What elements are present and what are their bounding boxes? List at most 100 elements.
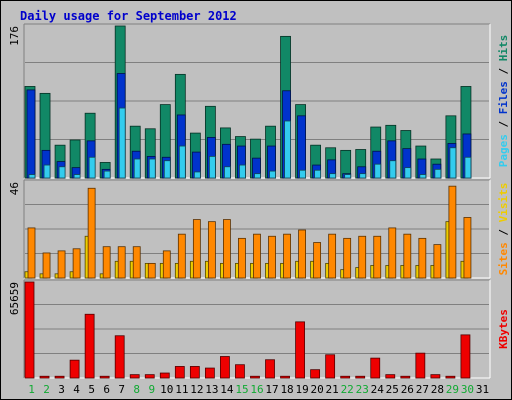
bar-pages-day-30: [464, 156, 472, 179]
bar-sites-day-16: [253, 233, 261, 279]
bar-pages-day-4: [73, 174, 81, 179]
day-label-2: 2: [43, 383, 50, 396]
bar-kbytes-day-1: [24, 281, 35, 379]
bar-sites-day-26: [403, 233, 412, 279]
day-label-10: 10: [160, 383, 173, 396]
bar-pages-day-17: [269, 170, 276, 179]
bar-pages-day-1: [28, 174, 36, 179]
bar-sites-day-4: [72, 248, 81, 279]
day-label-17: 17: [265, 383, 278, 396]
legend-item-visits: Visits: [497, 183, 510, 223]
bar-pages-day-20: [314, 169, 322, 179]
bar-sites-day-5: [87, 187, 96, 279]
bar-sites-day-27: [418, 237, 427, 279]
day-label-1: 1: [28, 383, 35, 396]
bar-kbytes-day-16: [250, 375, 260, 379]
bar-kbytes-day-6: [99, 375, 110, 379]
bar-pages-day-5: [88, 156, 96, 179]
bar-kbytes-day-23: [355, 375, 366, 379]
bar-sites-day-13: [207, 221, 216, 279]
bar-sites-day-22: [343, 237, 352, 279]
bar-kbytes-day-24: [370, 357, 381, 379]
bar-sites-day-21: [328, 233, 337, 279]
day-label-27: 27: [416, 383, 429, 396]
bar-pages-day-27: [419, 174, 427, 179]
bar-pages-day-28: [434, 168, 442, 179]
bar-kbytes-day-3: [54, 375, 65, 379]
bar-kbytes-day-29: [445, 375, 456, 379]
bar-sites-day-7: [117, 246, 126, 279]
bar-pages-day-14: [224, 166, 231, 179]
bar-kbytes-day-18: [280, 375, 290, 379]
bar-sites-day-10: [162, 250, 171, 279]
bar-kbytes-day-2: [39, 375, 50, 379]
day-label-11: 11: [175, 383, 188, 396]
legend-separator: /: [497, 114, 510, 134]
legend-item-sites: Sites: [497, 242, 510, 275]
bar-sites-day-14: [223, 219, 231, 279]
bar-pages-day-3: [58, 166, 66, 179]
bar-sites-day-19: [298, 229, 306, 279]
bar-kbytes-day-17: [265, 359, 275, 379]
bar-sites-day-23: [358, 235, 367, 279]
bar-sites-day-6: [102, 246, 111, 279]
bar-kbytes-day-26: [400, 375, 411, 379]
bar-pages-day-6: [103, 170, 111, 179]
day-label-18: 18: [280, 383, 293, 396]
day-label-23: 23: [356, 383, 369, 396]
legend-item-kbytes: KBytes: [497, 309, 510, 349]
legend-item-pages: Pages: [497, 134, 510, 167]
bar-pages-day-25: [389, 160, 397, 179]
y-max-label: 65659: [8, 282, 21, 315]
day-label-4: 4: [73, 383, 80, 396]
day-label-16: 16: [250, 383, 263, 396]
bar-kbytes-day-9: [144, 374, 155, 379]
bar-kbytes-day-22: [340, 375, 351, 379]
bar-pages-day-7: [118, 107, 126, 179]
day-label-5: 5: [88, 383, 95, 396]
day-label-25: 25: [386, 383, 399, 396]
bar-kbytes-day-7: [114, 335, 125, 379]
bar-sites-day-29: [448, 185, 457, 279]
bar-kbytes-day-10: [159, 372, 170, 379]
legend-separator: /: [497, 61, 510, 81]
bar-pages-day-10: [163, 160, 171, 179]
bar-kbytes-day-4: [69, 359, 80, 379]
bar-sites-day-30: [463, 217, 472, 279]
day-label-12: 12: [190, 383, 203, 396]
y-max-label: 176: [8, 26, 21, 46]
bar-sites-day-1: [27, 227, 36, 279]
bar-pages-day-19: [299, 169, 306, 179]
bar-files-day-19: [297, 115, 306, 179]
day-label-7: 7: [118, 383, 125, 396]
bar-pages-day-12: [193, 171, 201, 179]
day-label-14: 14: [220, 383, 234, 396]
bar-sites-day-24: [373, 235, 382, 279]
bar-sites-day-11: [177, 233, 186, 279]
y-max-label: 46: [8, 182, 21, 195]
bar-kbytes-day-11: [174, 366, 185, 379]
bar-pages-day-8: [133, 158, 141, 179]
bar-kbytes-day-8: [129, 374, 140, 379]
bar-pages-day-18: [284, 120, 291, 179]
day-label-31: 31: [476, 383, 489, 396]
bar-pages-day-24: [374, 163, 382, 179]
day-label-30: 30: [461, 383, 474, 396]
bar-pages-day-21: [329, 173, 337, 179]
bar-kbytes-day-28: [430, 374, 441, 379]
bar-sites-day-17: [268, 235, 276, 279]
bar-kbytes-day-12: [189, 366, 200, 379]
bar-pages-day-9: [148, 158, 156, 179]
day-label-21: 21: [326, 383, 339, 396]
bar-kbytes-day-13: [204, 367, 215, 379]
legend-item-hits: Hits: [497, 35, 510, 62]
bar-sites-day-15: [238, 237, 246, 279]
bar-sites-day-25: [388, 227, 397, 279]
bar-sites-day-3: [57, 250, 66, 279]
bar-sites-day-12: [192, 219, 201, 279]
bar-kbytes-day-21: [325, 354, 336, 379]
bar-pages-day-23: [359, 173, 367, 179]
bar-kbytes-day-15: [235, 364, 245, 379]
legend-item-files: Files: [497, 81, 510, 114]
